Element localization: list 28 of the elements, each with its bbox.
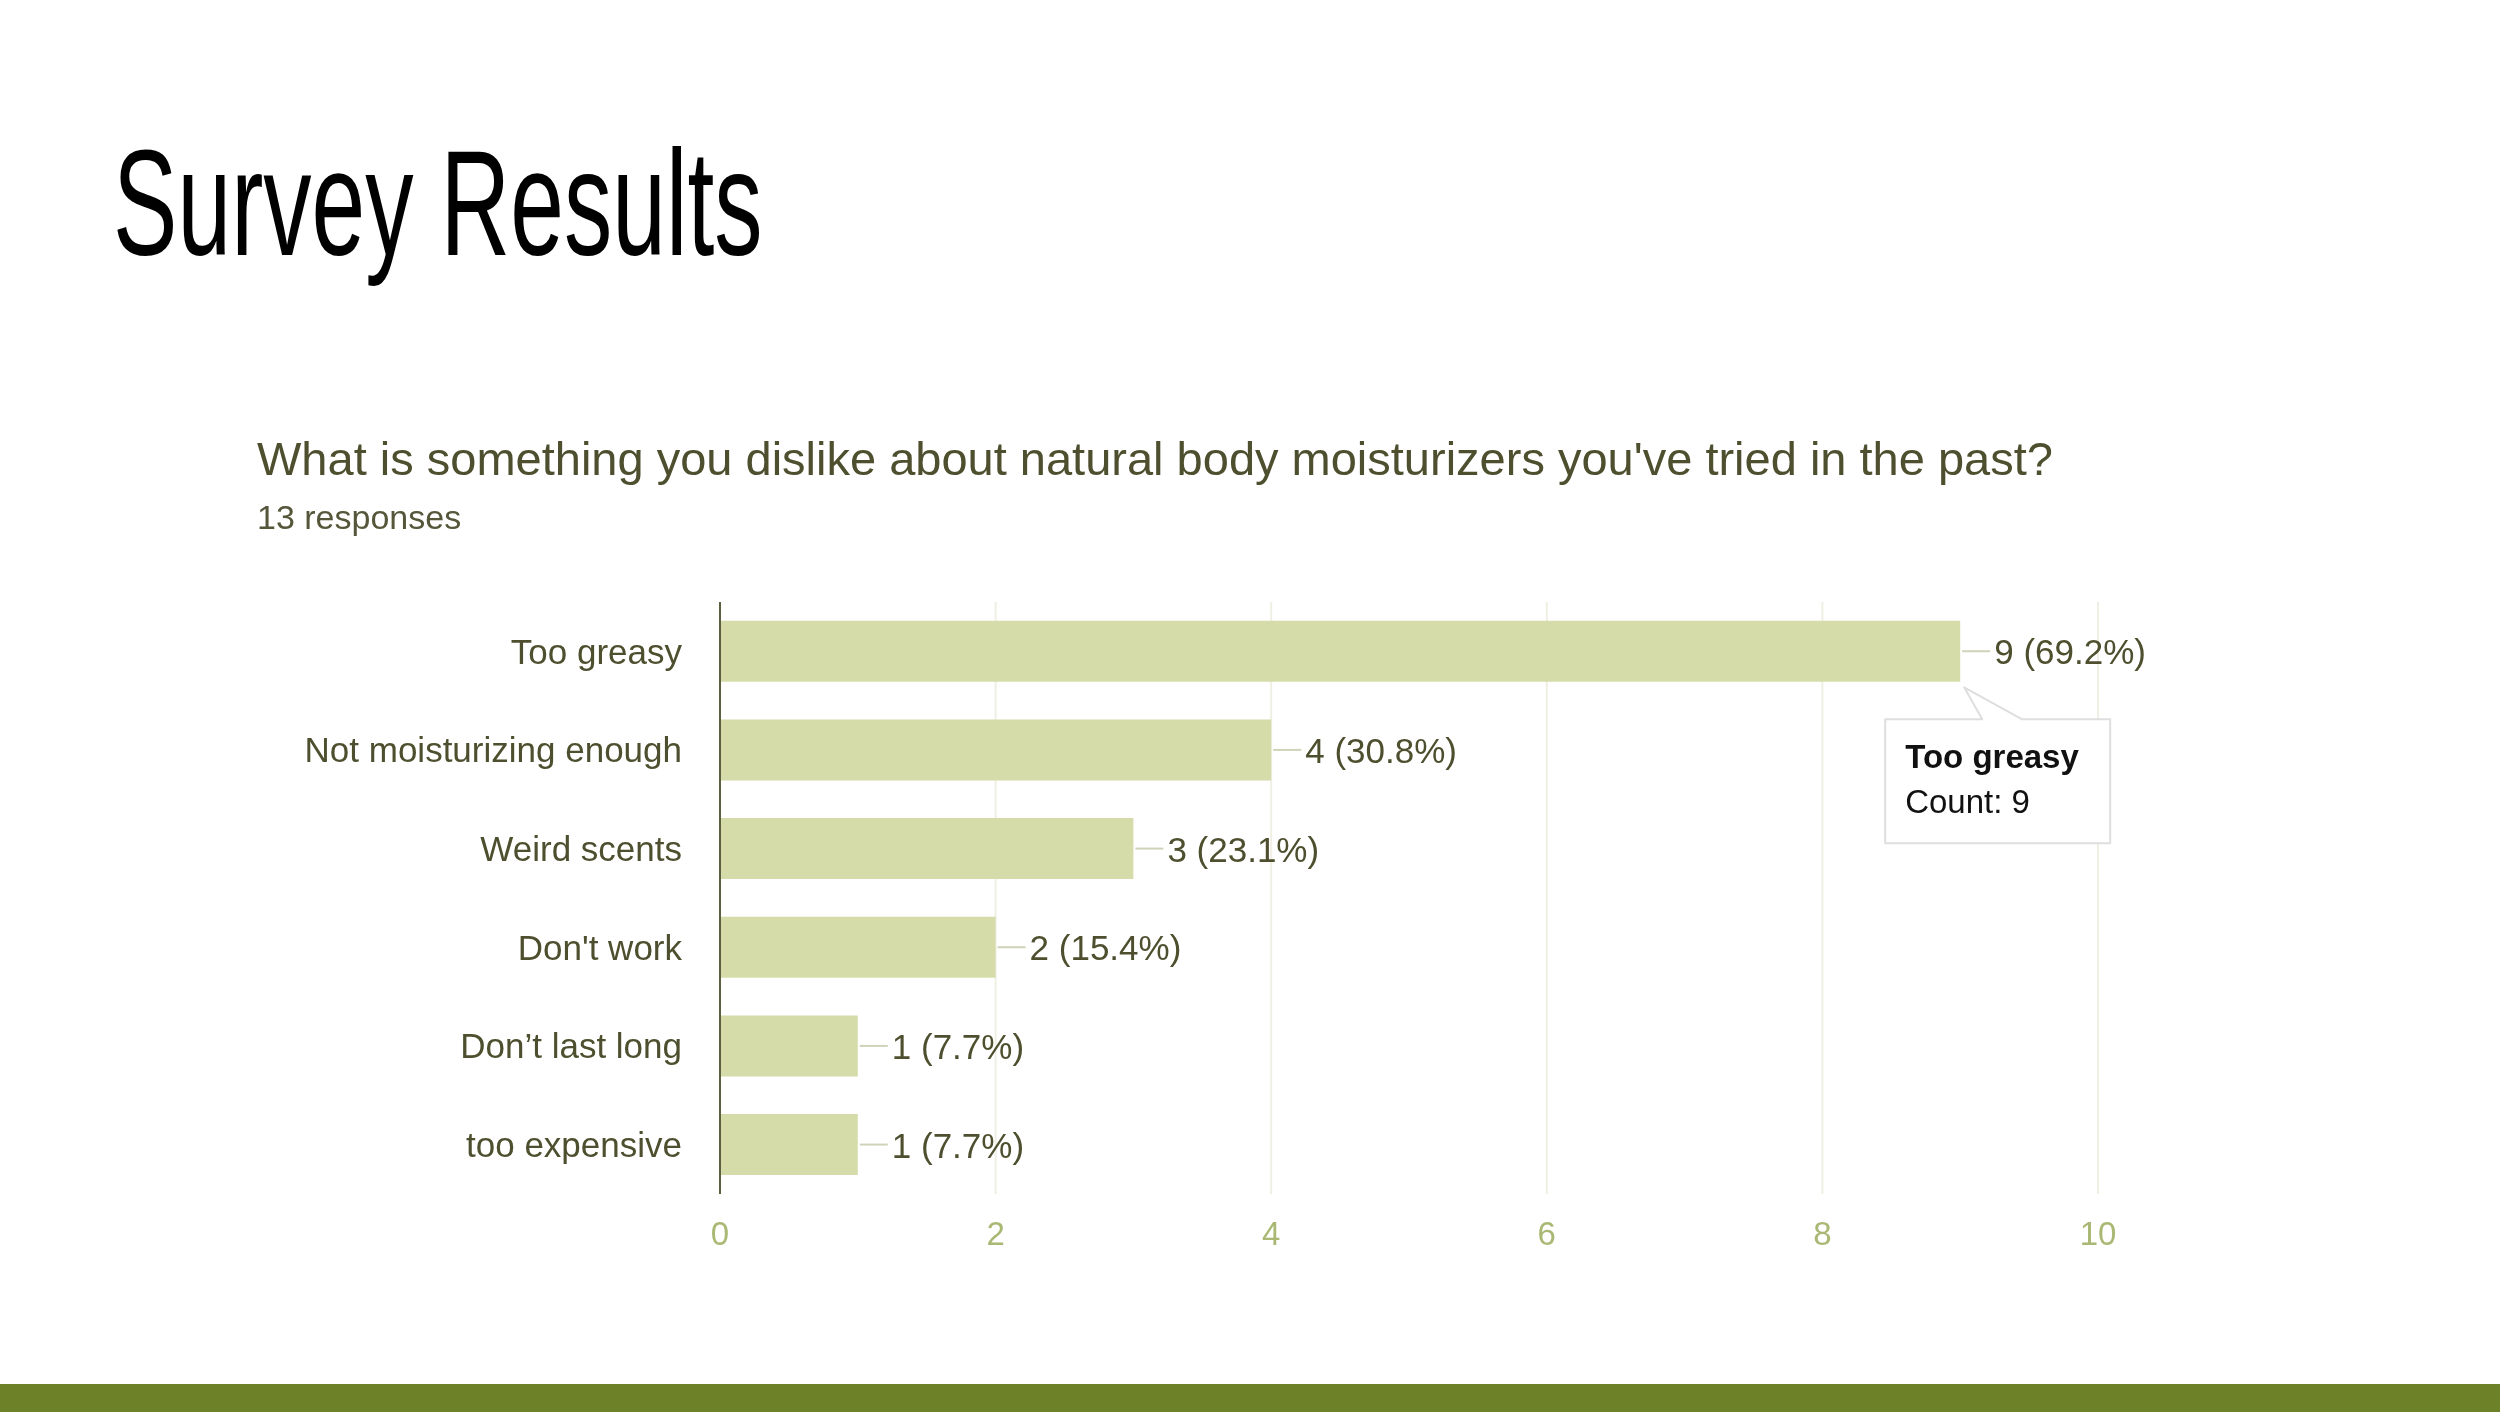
data-label: 1 (7.7%) [891, 1125, 1025, 1165]
x-tick-label: 8 [1813, 1215, 1832, 1253]
y-tick-label: too expensive [466, 1125, 682, 1165]
y-tick-label: Not moisturizing enough [304, 730, 682, 770]
data-label: 2 (15.4%) [1029, 927, 1182, 967]
data-label: 4 (30.8%) [1305, 730, 1457, 770]
data-label: 1 (7.7%) [891, 1026, 1025, 1066]
text: 13 responses [257, 498, 462, 536]
data-label: 9 (69.2%) [1994, 631, 2146, 671]
x-tick-label: 10 [2079, 1215, 2117, 1253]
bar [720, 620, 1961, 682]
x-tick-label: 2 [986, 1215, 1005, 1253]
bar [720, 719, 1272, 781]
chart-title: Survey Results [113, 119, 763, 287]
chart-subtitle: What is something you dislike about natural body moisturizers you've tried in the past? [257, 432, 2053, 485]
x-tick-label: 6 [1537, 1215, 1556, 1253]
x-tick-label: 4 [1262, 1215, 1281, 1253]
bar [720, 916, 996, 978]
data-label: 3 (23.1%) [1167, 829, 1320, 869]
bar [720, 818, 1134, 880]
x-tick-label: 0 [710, 1215, 730, 1253]
bar [720, 1114, 858, 1176]
y-tick-label: Don't work [517, 927, 683, 967]
annotation: Too greasy Count: 9 [1905, 738, 2080, 821]
y-tick-label: Too greasy [510, 631, 683, 671]
y-tick-label: Don’t last long [460, 1026, 682, 1066]
bar [720, 1015, 858, 1077]
y-tick-label: Weird scents [480, 829, 682, 869]
